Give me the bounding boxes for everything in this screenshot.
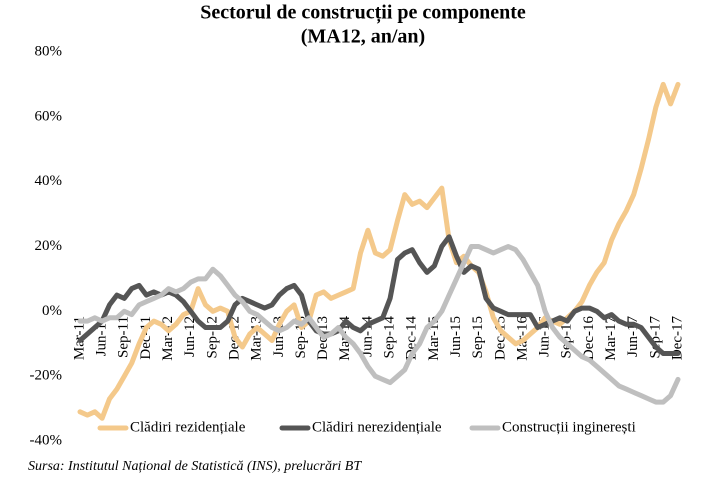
y-tick-label: 20% bbox=[35, 238, 63, 254]
legend-label: Clădiri nerezidențiale bbox=[312, 419, 442, 435]
y-tick-label: 0% bbox=[42, 303, 62, 319]
x-tick-label: Dec-16 bbox=[581, 316, 597, 361]
x-tick-label: Jun-12 bbox=[182, 316, 198, 357]
series-line bbox=[77, 81, 681, 421]
series-line bbox=[77, 234, 681, 356]
x-tick-label: Jun-17 bbox=[625, 316, 641, 357]
x-tick-label: Mar-17 bbox=[603, 316, 619, 361]
y-tick-label: -40% bbox=[30, 432, 63, 448]
x-tick-label: Mar-13 bbox=[249, 316, 265, 361]
series-line bbox=[77, 244, 681, 405]
x-tick-label: Dec-17 bbox=[669, 316, 685, 361]
y-tick-label: 60% bbox=[35, 108, 63, 124]
legend-label: Construcții inginerești bbox=[502, 419, 636, 435]
source-note: Sursa: Institutul Național de Statistică… bbox=[28, 459, 362, 474]
x-tick-label: Sep-12 bbox=[204, 316, 220, 359]
y-tick-label: 40% bbox=[35, 173, 63, 189]
x-tick-label: Sep-14 bbox=[382, 316, 398, 359]
y-tick-label: -20% bbox=[30, 368, 63, 384]
chart-subtitle: (MA12, an/an) bbox=[301, 26, 425, 48]
legend-label: Clădiri rezidențiale bbox=[130, 419, 246, 435]
x-tick-label: Sep-11 bbox=[116, 316, 132, 358]
x-tick-label: Sep-15 bbox=[470, 316, 486, 359]
x-tick-label: Jun-15 bbox=[448, 316, 464, 357]
y-tick-label: 80% bbox=[35, 43, 63, 59]
chart-title: Sectorul de construcții pe componente bbox=[200, 2, 526, 25]
